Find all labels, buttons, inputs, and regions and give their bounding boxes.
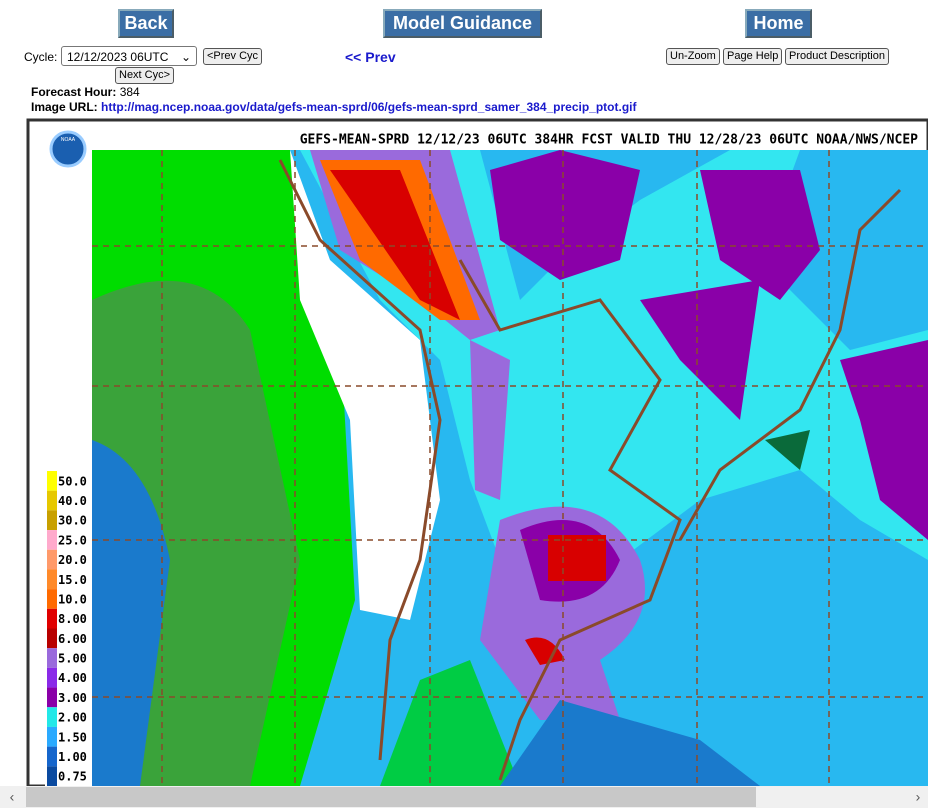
graticule (92, 150, 928, 786)
legend-label: 1.50 (58, 730, 87, 744)
url-row: Image URL: http://mag.ncep.noaa.gov/data… (31, 100, 637, 114)
legend-label: 4.00 (58, 671, 87, 685)
legend-swatch (47, 648, 57, 668)
back-button[interactable]: Back (118, 9, 174, 38)
noaa-logo (49, 130, 87, 168)
next-cycle[interactable]: Next Cyc> (115, 67, 175, 84)
legend-label: 2.00 (58, 711, 87, 725)
coastlines (278, 159, 902, 781)
legend-label: 1.00 (58, 750, 87, 764)
cycle-label: Cycle: (24, 50, 58, 64)
legend-label: 0.75 (58, 770, 87, 784)
legend-label: 10.0 (58, 592, 87, 606)
cycle-select[interactable]: 12/12/2023 06UTC ⌄ (61, 46, 197, 66)
scroll-left[interactable]: ‹ (10, 789, 15, 805)
url-link[interactable]: http://mag.ncep.noaa.gov/data/gefs-mean-… (101, 100, 637, 114)
legend-label: 3.00 (58, 691, 87, 705)
scroll-thumb[interactable] (26, 787, 756, 807)
legend-swatch (47, 726, 57, 747)
legend-swatch (47, 628, 57, 649)
hour-row: Forecast Hour: 384 (31, 85, 140, 99)
prev-cycle[interactable]: <Prev Cyc (203, 48, 263, 65)
legend-label: 40.0 (58, 494, 87, 508)
help-button[interactable]: Page Help (723, 48, 783, 65)
scroll-right[interactable]: › (916, 789, 921, 805)
legend-swatch (47, 510, 57, 531)
legend-label: 30.0 (58, 514, 87, 528)
cycle-value: 12/12/2023 06UTC (67, 50, 169, 64)
legend-swatch (47, 530, 57, 550)
legend-label: 50.0 (58, 474, 87, 488)
arrow: ⌄ (180, 50, 191, 64)
legend-swatch (47, 707, 57, 727)
title-button[interactable]: Model Guidance (383, 9, 542, 38)
unzoom-button[interactable]: Un-Zoom (666, 48, 720, 65)
map-title: GEFS-MEAN-SPRD 12/12/23 06UTC 384HR FCST… (300, 133, 918, 148)
legend-swatch (47, 667, 57, 688)
map-field (92, 150, 928, 786)
hour-label: Forecast Hour: (31, 85, 117, 99)
legend: 50.0 40.0 30.0 25.0 20.0 15.0 10.0 8.00 6.00 5.00… (47, 471, 87, 786)
legend-swatch (47, 687, 57, 708)
legend-label: 25.0 (58, 533, 87, 547)
legend-label: 8.00 (58, 612, 87, 626)
legend-label: 20.0 (58, 553, 87, 567)
legend-swatch (47, 766, 57, 786)
legend-label: 6.00 (58, 632, 87, 646)
hour-value: 384 (119, 85, 140, 99)
legend-label: 15.0 (58, 573, 87, 587)
description-button[interactable]: Product Description (785, 48, 889, 65)
legend-swatch (47, 746, 57, 767)
prev-link[interactable]: << Prev (345, 49, 396, 65)
home-button[interactable]: Home (745, 9, 812, 38)
legend-swatch (47, 490, 57, 511)
legend-label: 5.00 (58, 652, 87, 666)
legend-swatch (47, 549, 57, 570)
legend-swatch (47, 569, 57, 590)
legend-swatch (47, 608, 57, 629)
url-label: Image URL: (31, 100, 98, 114)
logo-text: NOAA (61, 137, 76, 143)
legend-swatch (47, 471, 57, 491)
legend-swatch (47, 589, 57, 609)
